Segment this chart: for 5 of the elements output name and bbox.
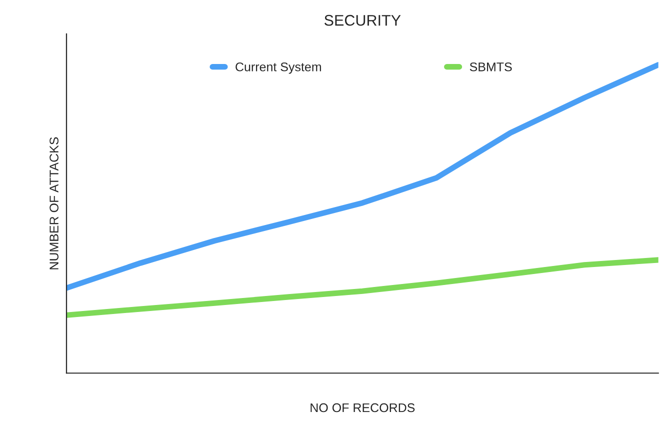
x-axis-title: NO OF RECORDS — [310, 403, 415, 412]
y-axis-title: NUMBER OF ATTACKS — [50, 137, 58, 270]
legend-label: SBMTS — [470, 62, 512, 72]
chart-title: SECURITY — [324, 14, 401, 26]
legend-label: Current System — [236, 62, 321, 74]
